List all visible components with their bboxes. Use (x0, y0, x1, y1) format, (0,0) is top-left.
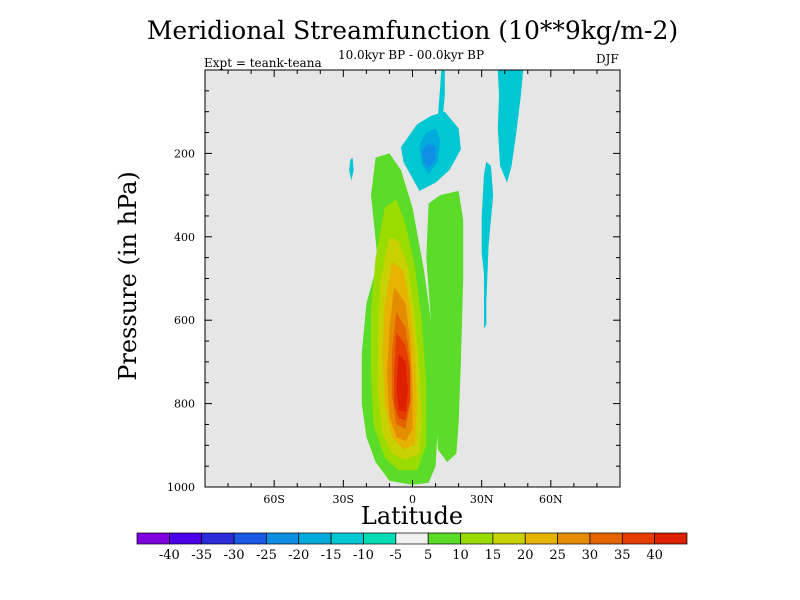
colorbar-box (169, 532, 203, 545)
upper-negative-cell-20 (421, 143, 436, 168)
colorbar-box (589, 532, 623, 545)
chart-title: Meridional Streamfunction (10**9kg/m-2) (146, 16, 679, 45)
colorbar-label: 30 (582, 548, 599, 563)
x-tick-label: 60N (539, 493, 563, 506)
y-tick-label: 400 (174, 231, 195, 244)
x-tick-label: 0 (409, 493, 416, 506)
colorbar-label: 10 (452, 548, 469, 563)
colorbar-box (460, 532, 494, 545)
colorbar-box (557, 532, 591, 545)
colorbar-box (233, 532, 267, 545)
colorbar: -40 -35 -30 -25 -20 -15 -10 -5 5 10 15 20 25 30 35 40 (136, 532, 688, 563)
negative-plume-10 (437, 70, 445, 120)
colorbar-box (201, 532, 235, 545)
colorbar-box (395, 532, 429, 545)
colorbar-label: -40 (159, 548, 180, 563)
colorbar-box (427, 532, 461, 545)
colorbar-box (654, 532, 688, 545)
x-axis-label: Latitude (360, 502, 464, 530)
colorbar-label: 20 (517, 548, 534, 563)
colorbar-box (266, 532, 300, 545)
colorbar-box (524, 532, 558, 545)
colorbar-box (492, 532, 526, 545)
x-tick-label: 30N (470, 493, 494, 506)
x-tick-label: 60S (263, 493, 285, 506)
negative-band-10 (497, 70, 524, 183)
negative-dot-10 (349, 157, 354, 181)
colorbar-label: -35 (191, 548, 212, 563)
colorbar-label: -25 (256, 548, 277, 563)
colorbar-box (621, 532, 655, 545)
colorbar-label: 35 (614, 548, 631, 563)
colorbar-label: -20 (288, 548, 309, 563)
colorbar-label: -15 (321, 548, 342, 563)
y-tick-label: 1000 (167, 481, 195, 494)
colorbar-box (330, 532, 364, 545)
colorbar-label: 15 (485, 548, 502, 563)
colorbar-label: -30 (224, 548, 245, 563)
colorbar-box (136, 532, 170, 545)
x-tick-label: 30S (333, 493, 355, 506)
colorbar-box (298, 532, 332, 545)
y-tick-label: 200 (174, 147, 195, 160)
y-tick-label: 600 (174, 314, 195, 327)
negative-strip-10 (481, 161, 494, 329)
plot-area: 60S 30S 0 30N 60N 200 400 600 800 1000 (167, 69, 621, 506)
y-tick-label: 800 (174, 398, 195, 411)
season-label: DJF (596, 52, 619, 66)
colorbar-label: 25 (549, 548, 566, 563)
colorbar-label: 40 (646, 548, 663, 563)
chart-subtitle: 10.0kyr BP - 00.0kyr BP (337, 48, 485, 62)
colorbar-box (363, 532, 397, 545)
experiment-label: Expt = teank-teana (204, 56, 322, 70)
colorbar-label: -10 (353, 548, 374, 563)
north-positive-lobe-5 (426, 190, 464, 462)
colorbar-label: 5 (424, 548, 432, 563)
colorbar-label: -5 (389, 548, 402, 563)
positive-cell-40 (396, 353, 408, 412)
